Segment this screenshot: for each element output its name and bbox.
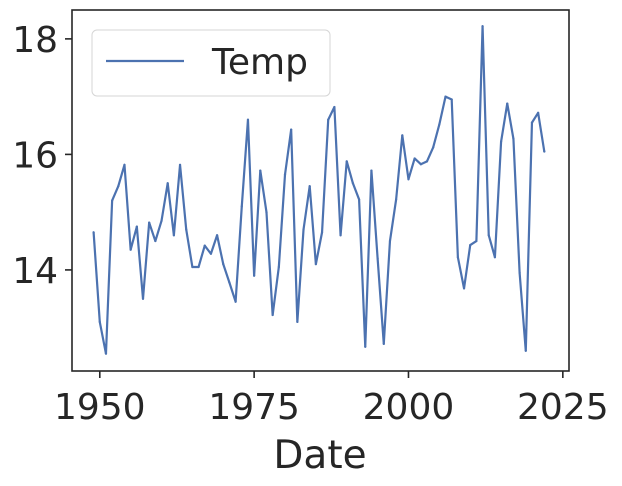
y-tick-label: 18 bbox=[12, 20, 58, 61]
data-point bbox=[166, 182, 169, 185]
data-point bbox=[395, 198, 398, 201]
data-point bbox=[117, 185, 120, 188]
data-point bbox=[357, 198, 361, 201]
data-point bbox=[246, 118, 250, 121]
data-point bbox=[401, 134, 404, 137]
data-point bbox=[333, 105, 336, 109]
x-tick-label: 2025 bbox=[517, 387, 609, 428]
data-point bbox=[92, 231, 95, 234]
data-point bbox=[382, 342, 385, 345]
data-point bbox=[129, 248, 132, 251]
data-point bbox=[432, 146, 435, 149]
data-point bbox=[345, 160, 348, 163]
data-point bbox=[111, 199, 114, 202]
data-point bbox=[438, 123, 441, 126]
y-axis: 14 16 18 bbox=[12, 20, 72, 292]
data-point bbox=[123, 163, 126, 166]
data-point bbox=[203, 244, 206, 247]
data-point bbox=[499, 140, 503, 143]
data-point bbox=[481, 25, 484, 28]
data-point bbox=[407, 178, 410, 181]
series-line-temp bbox=[92, 25, 546, 355]
plot-area bbox=[71, 9, 570, 372]
data-point bbox=[172, 234, 175, 237]
data-point bbox=[141, 297, 145, 300]
data-point bbox=[413, 157, 416, 160]
data-point bbox=[314, 263, 317, 266]
data-point bbox=[209, 252, 213, 255]
plot-frame bbox=[71, 9, 570, 372]
data-point bbox=[240, 205, 243, 208]
data-point bbox=[425, 160, 429, 163]
data-point bbox=[512, 137, 515, 140]
data-point bbox=[469, 243, 472, 247]
data-point bbox=[308, 185, 311, 188]
data-point bbox=[339, 234, 342, 237]
data-point bbox=[320, 231, 324, 234]
data-point bbox=[215, 234, 219, 237]
data-point bbox=[228, 281, 231, 284]
data-point bbox=[530, 121, 534, 124]
data-point bbox=[351, 182, 355, 185]
x-tick-label: 1950 bbox=[54, 387, 146, 428]
legend-label: Temp bbox=[211, 42, 308, 83]
data-point bbox=[148, 221, 151, 224]
data-point bbox=[98, 320, 101, 323]
data-point bbox=[277, 265, 280, 269]
data-point bbox=[450, 98, 453, 101]
data-point bbox=[524, 349, 527, 352]
data-point bbox=[537, 111, 540, 114]
x-axis: 1950 1975 2000 2025 bbox=[54, 371, 609, 428]
data-point bbox=[154, 239, 157, 243]
data-point bbox=[388, 239, 392, 243]
data-point bbox=[197, 265, 200, 269]
data-point bbox=[191, 265, 194, 269]
data-point bbox=[506, 102, 509, 105]
data-point bbox=[185, 228, 188, 231]
data-point bbox=[327, 118, 330, 121]
legend-frame bbox=[91, 29, 331, 97]
data-point bbox=[271, 313, 274, 317]
data-point bbox=[290, 128, 293, 131]
data-point bbox=[364, 345, 367, 348]
data-point bbox=[487, 234, 490, 237]
data-point bbox=[376, 257, 379, 260]
data-point bbox=[265, 211, 268, 214]
data-point bbox=[253, 274, 256, 277]
data-point bbox=[135, 225, 138, 228]
legend: Temp bbox=[91, 29, 331, 97]
data-point bbox=[475, 239, 478, 243]
data-point bbox=[493, 256, 497, 259]
data-point bbox=[302, 228, 305, 231]
data-point bbox=[419, 163, 422, 166]
x-axis-title: Date bbox=[273, 433, 366, 478]
data-point bbox=[456, 256, 459, 259]
data-point bbox=[234, 300, 237, 303]
data-point bbox=[370, 169, 373, 172]
data-point bbox=[222, 263, 225, 266]
data-point bbox=[543, 150, 546, 153]
data-point bbox=[518, 271, 521, 274]
data-point bbox=[462, 287, 466, 290]
data-point bbox=[259, 169, 262, 172]
x-tick-label: 2000 bbox=[363, 387, 455, 428]
data-point bbox=[178, 163, 182, 166]
data-point bbox=[296, 320, 299, 323]
data-point bbox=[160, 219, 163, 222]
y-tick-label: 14 bbox=[12, 251, 58, 292]
data-point bbox=[104, 352, 108, 355]
data-point bbox=[283, 173, 287, 176]
y-tick-label: 16 bbox=[12, 135, 58, 176]
data-point bbox=[444, 95, 447, 98]
x-tick-label: 1975 bbox=[208, 387, 300, 428]
